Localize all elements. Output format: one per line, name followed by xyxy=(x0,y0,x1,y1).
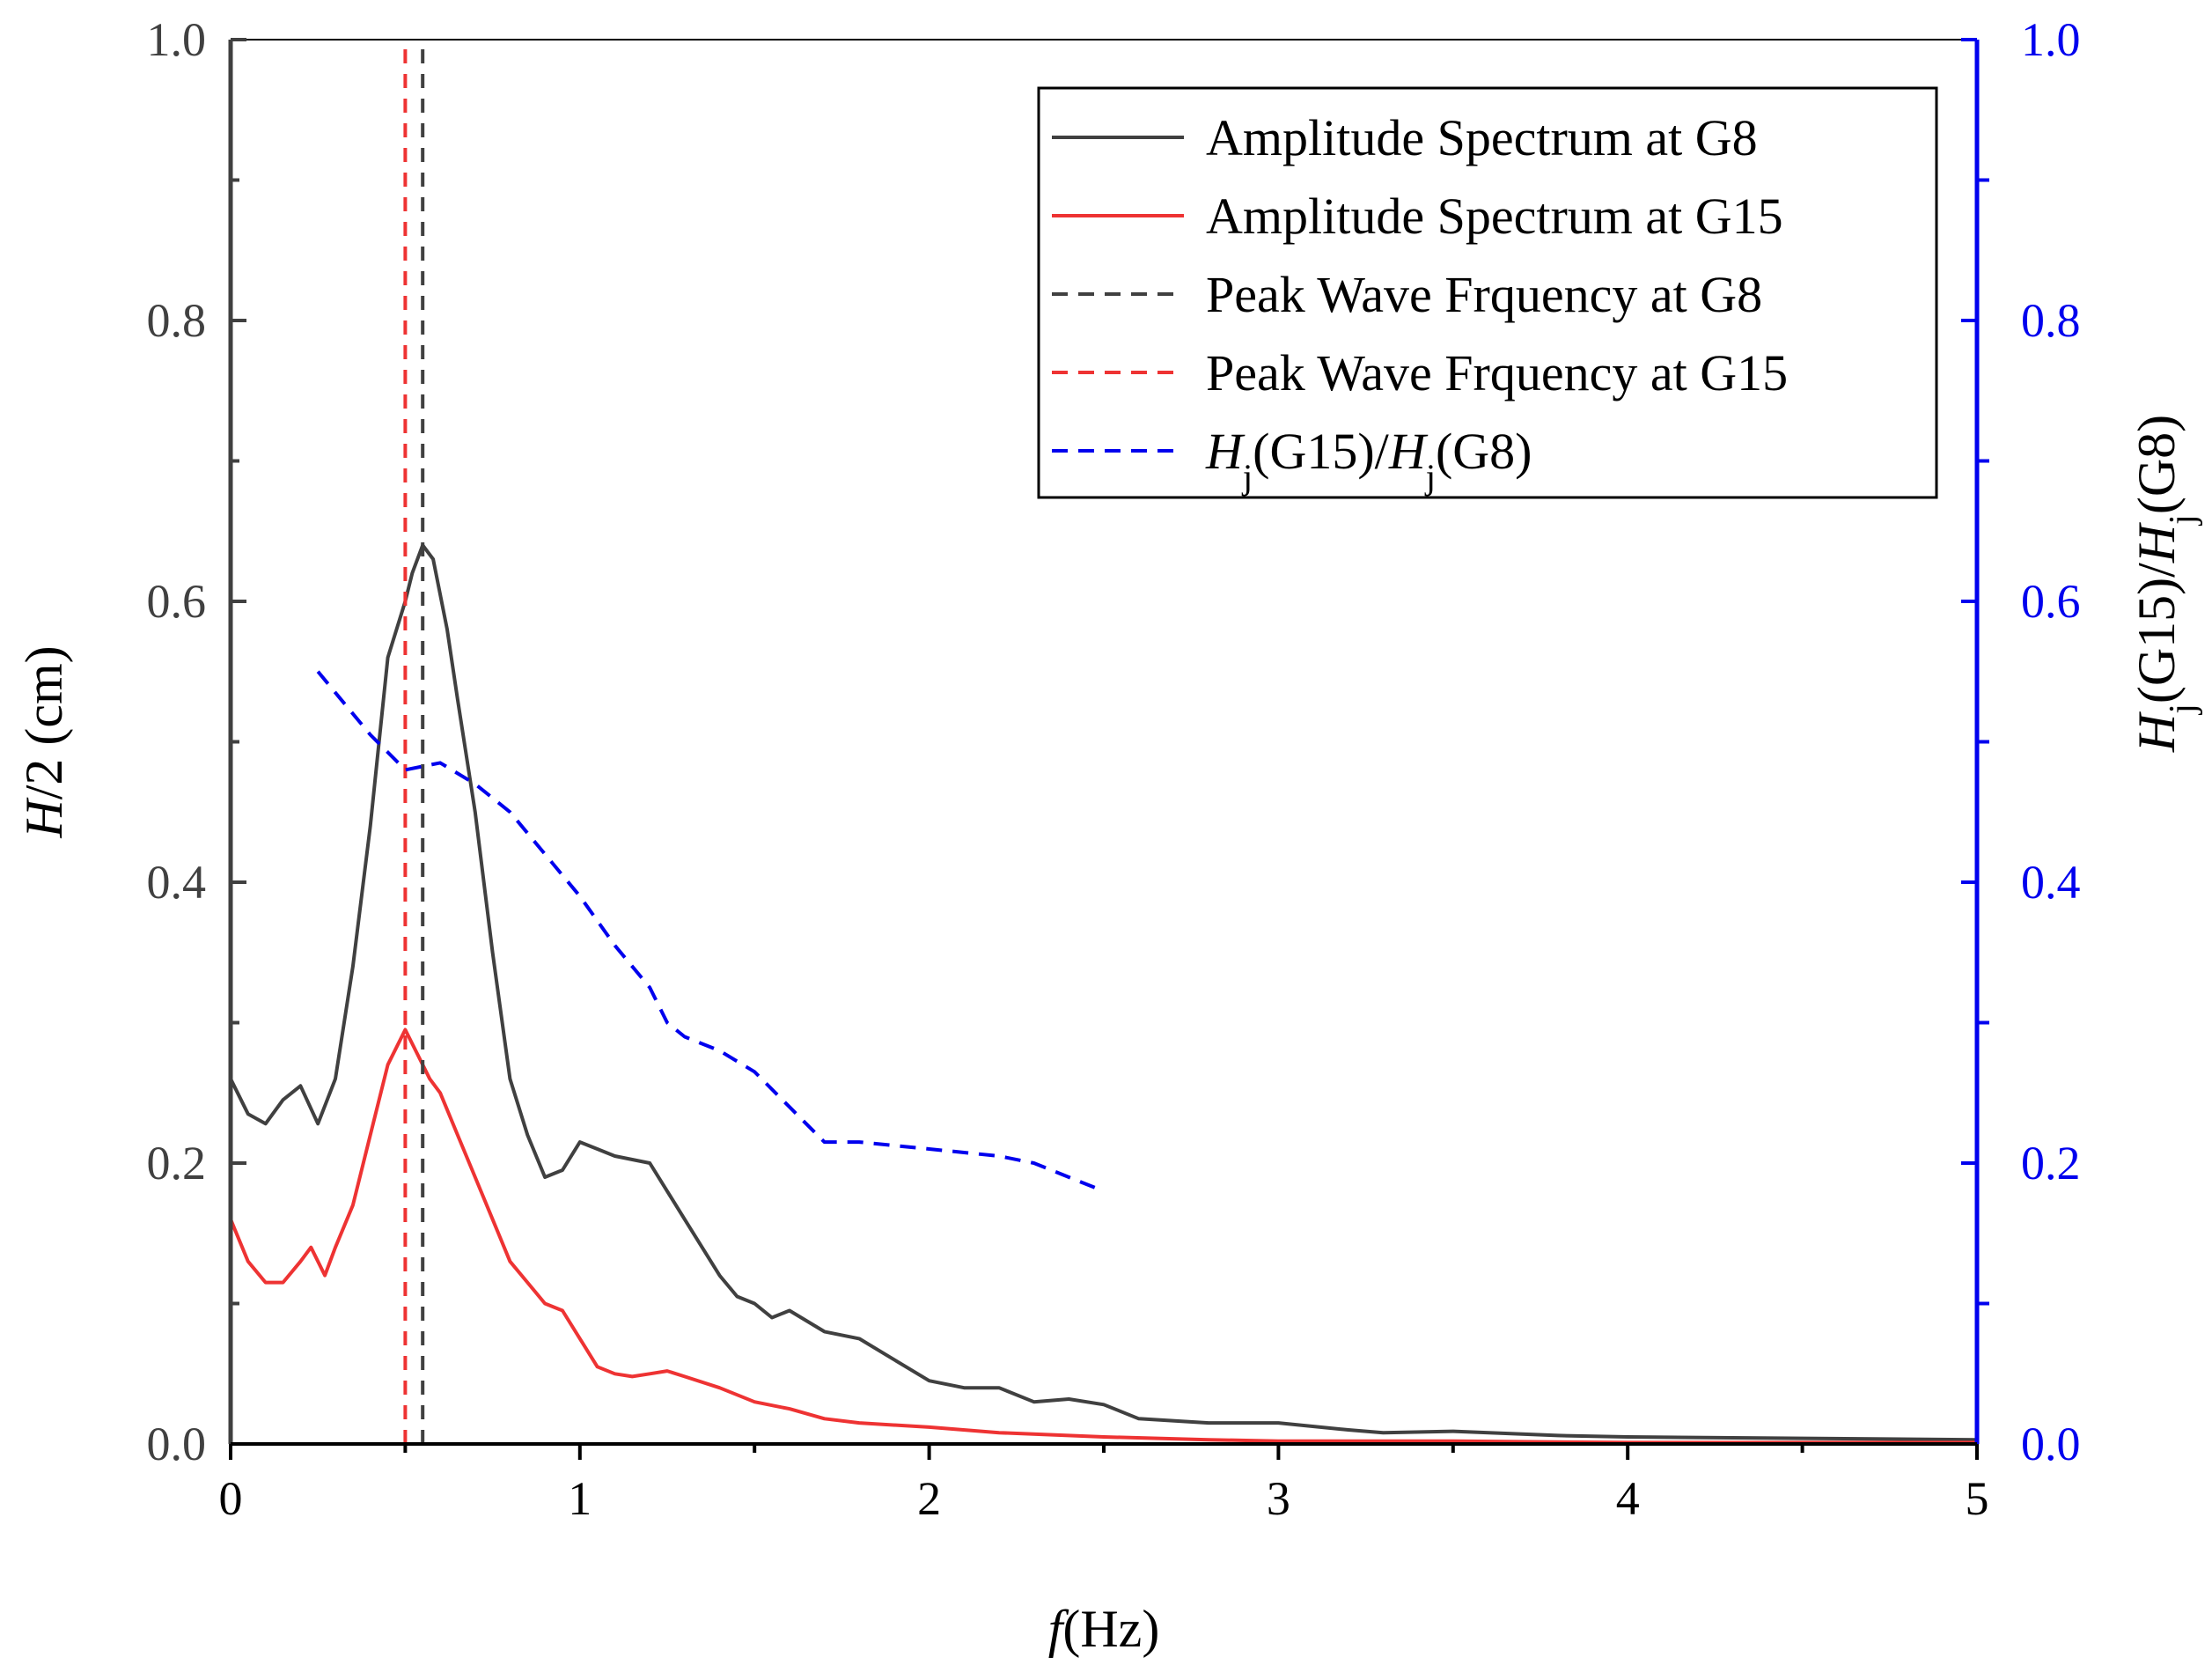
legend: Amplitude Spectrum at G8 Amplitude Spectr… xyxy=(1037,86,1938,499)
y-right-tick-label: 0.4 xyxy=(2021,856,2081,909)
series-layer xyxy=(229,40,1978,1445)
x-tick-label: 0 xyxy=(219,1472,243,1525)
y-left-tick-label: 0.6 xyxy=(147,575,207,628)
legend-label-0: Amplitude Spectrum at G8 xyxy=(1206,109,1758,166)
legend-label-3: Peak Wave Frquency at G15 xyxy=(1206,344,1788,401)
y-right-tick-label: 0.6 xyxy=(2021,575,2081,628)
y-left-tick-label: 0.0 xyxy=(147,1418,207,1470)
y-right-axis-title: Hj(G15)/Hj(G8) xyxy=(2127,415,2203,753)
y-right-tick-label: 1.0 xyxy=(2021,13,2081,66)
x-tick-label: 2 xyxy=(917,1472,941,1525)
y-right-tick-label: 0.8 xyxy=(2021,294,2081,347)
legend-label-2: Peak Wave Frquency at G8 xyxy=(1206,266,1762,323)
y-left-tick-label: 0.8 xyxy=(147,294,207,347)
series-line-1 xyxy=(229,1028,1977,1445)
series-line-0 xyxy=(229,543,1978,1442)
y-right-tick-label: 0.0 xyxy=(2021,1418,2081,1470)
x-tick-label: 5 xyxy=(1966,1472,1989,1525)
y-left-tick-label: 0.2 xyxy=(147,1137,207,1190)
x-tick-label: 1 xyxy=(568,1472,592,1525)
x-tick-label: 3 xyxy=(1267,1472,1290,1525)
y-right-tick-label: 0.2 xyxy=(2021,1137,2081,1190)
axis-layer: 0.0 0.2 0.4 0.6 0.8 1.0 0.0 0.2 0.4 0.6 0.8 1.0 0 1 2 3… xyxy=(15,13,2203,1658)
series-line-4 xyxy=(316,670,1105,1193)
legend-label-1: Amplitude Spectrum at G15 xyxy=(1206,188,1783,245)
legend-box xyxy=(1037,86,1938,499)
y-left-tick-label: 0.4 xyxy=(147,856,207,909)
y-left-axis-title: H/2 (cm) xyxy=(15,645,73,838)
y-left-tick-label: 1.0 xyxy=(147,13,207,66)
x-axis-title: f(Hz) xyxy=(1048,1600,1160,1658)
legend-label-4: Hj(G15)/Hj(G8) xyxy=(1205,423,1532,497)
x-tick-label: 4 xyxy=(1616,1472,1640,1525)
